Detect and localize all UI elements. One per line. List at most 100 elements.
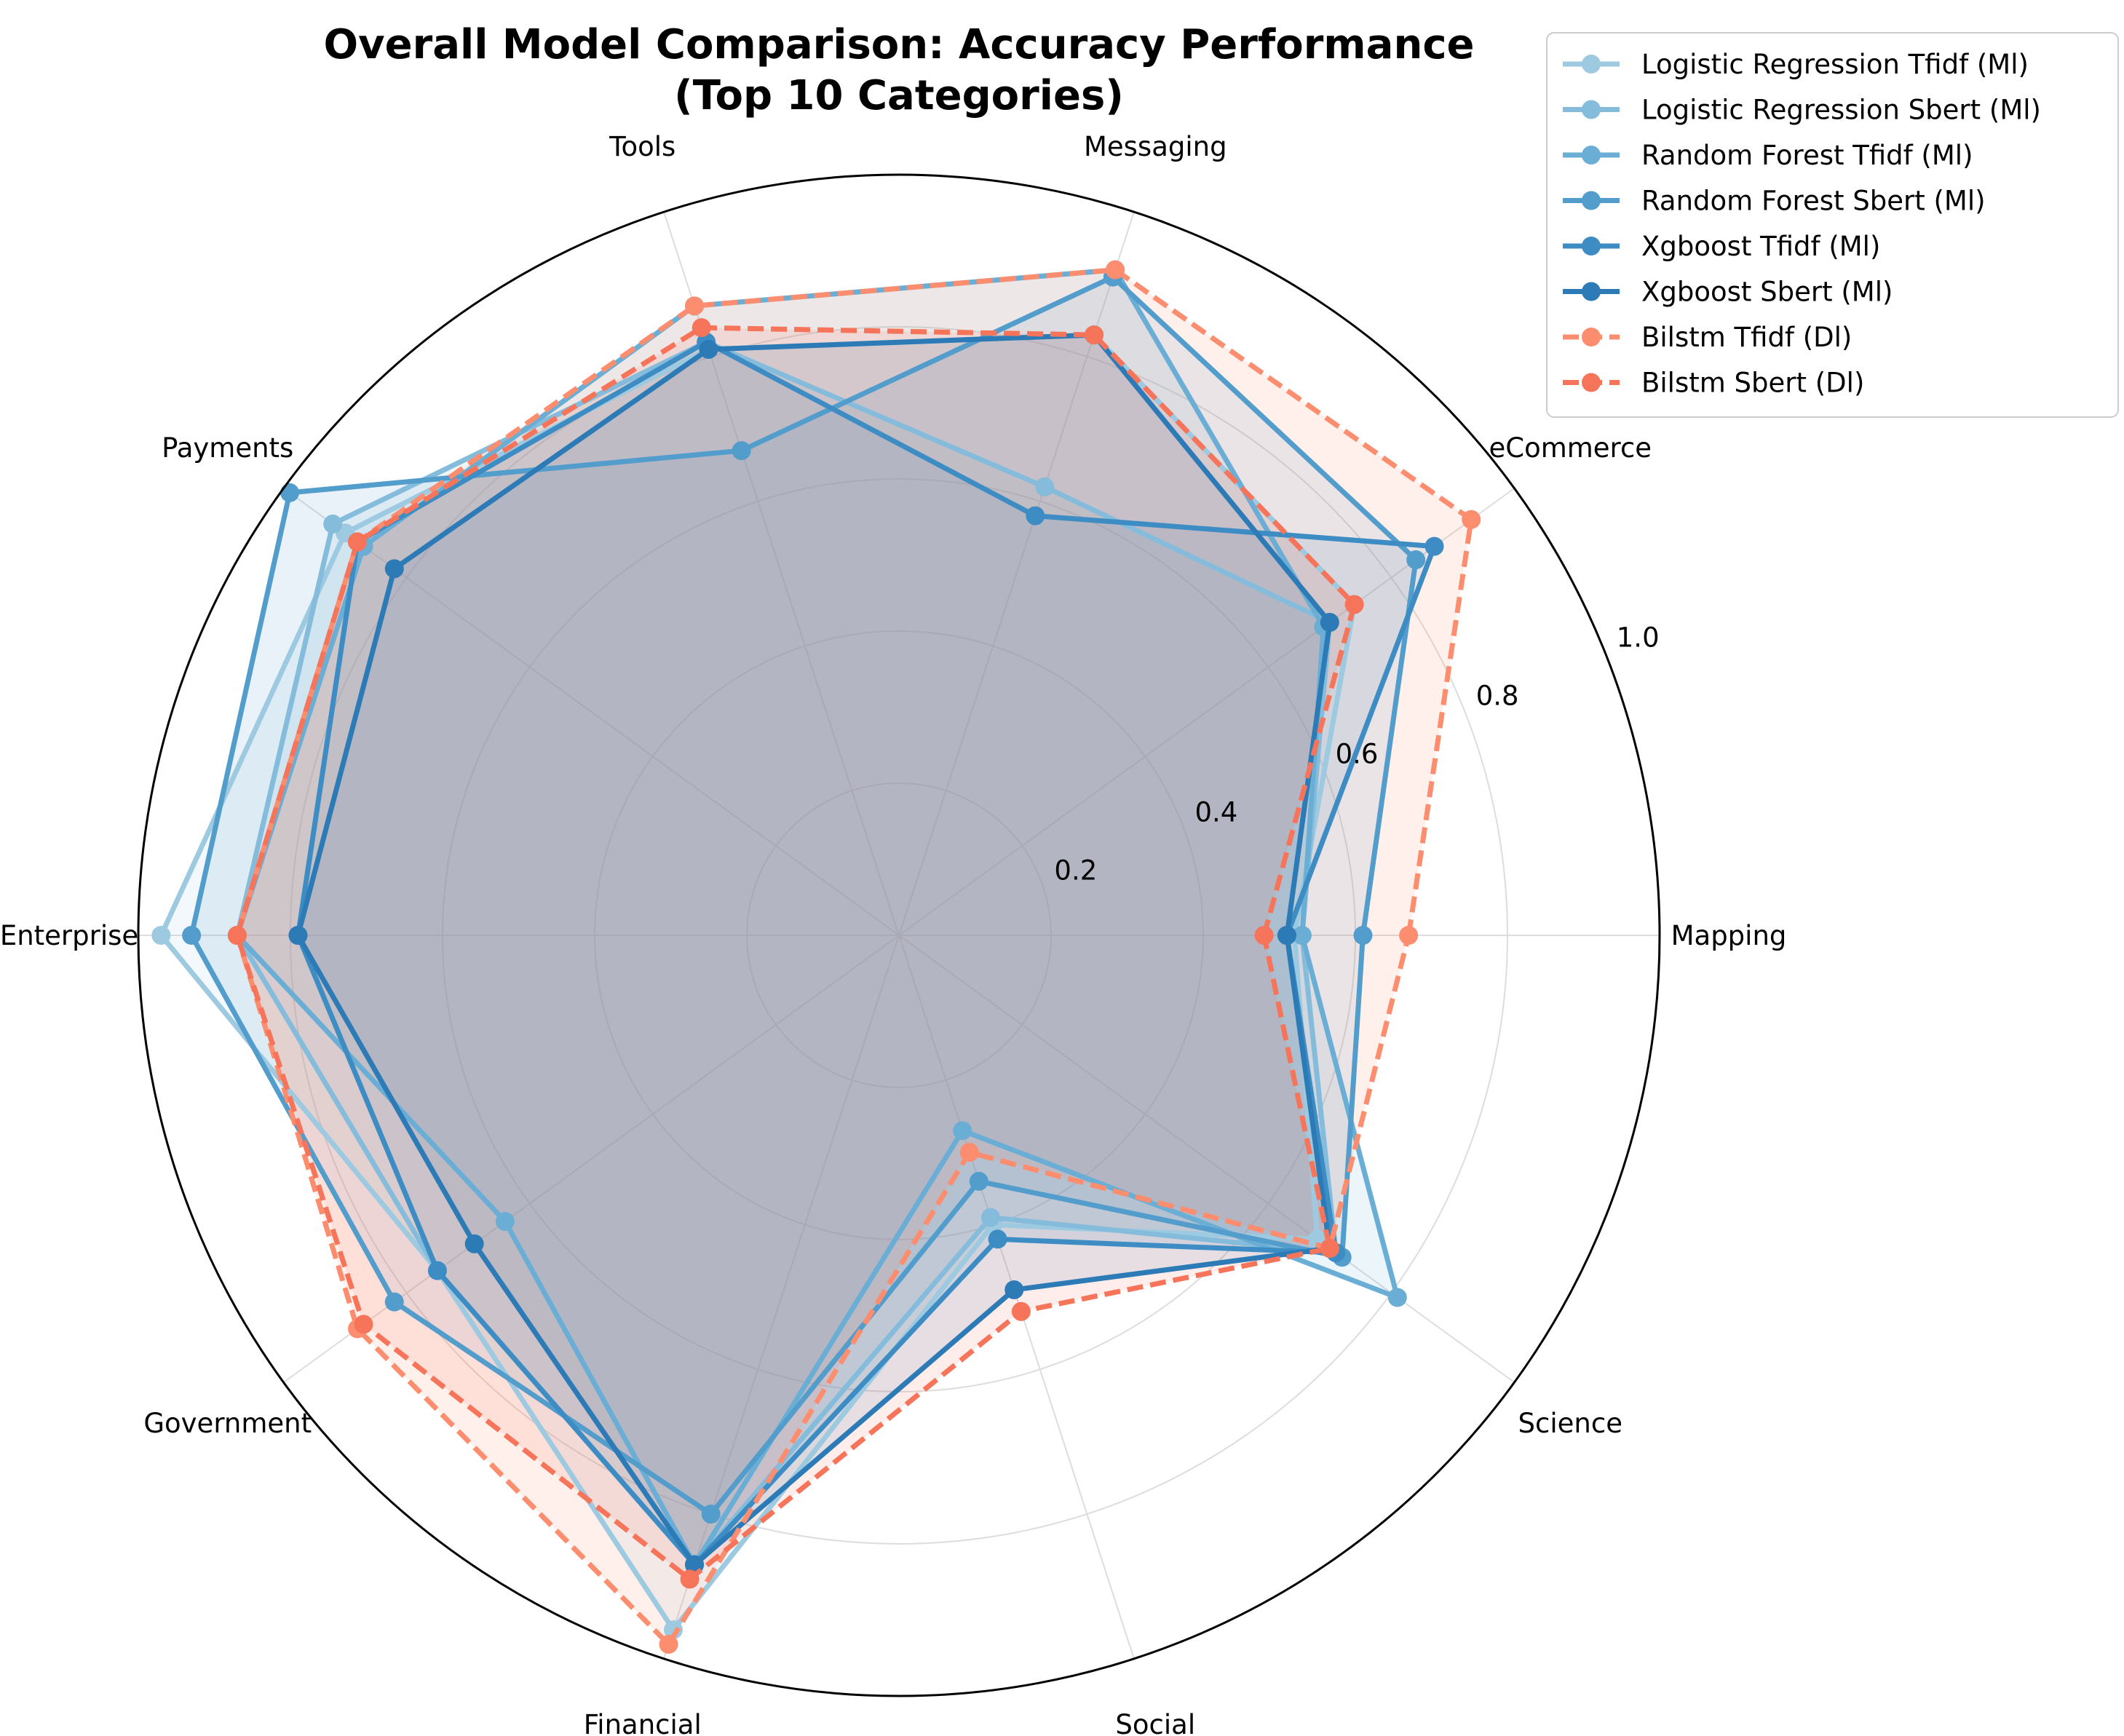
data-point	[427, 1261, 447, 1280]
data-point	[464, 1234, 484, 1253]
data-point	[701, 1505, 721, 1524]
category-label: Enterprise	[0, 920, 138, 951]
category-label: Financial	[584, 1709, 702, 1736]
data-point	[1353, 926, 1373, 945]
chart-title-line-1: Overall Model Comparison: Accuracy Perfo…	[324, 21, 1475, 68]
data-point	[1026, 506, 1045, 526]
data-point	[1004, 1280, 1024, 1299]
category-label: Messaging	[1084, 131, 1227, 162]
data-point	[1292, 926, 1312, 945]
radial-tick-label: 0.4	[1195, 797, 1238, 828]
series-fill	[298, 335, 1330, 1565]
legend-label: Bilstm Tfidf (Dl)	[1641, 322, 1852, 353]
data-point	[980, 1208, 1000, 1227]
legend-entry: Random Forest Sbert (Ml)	[1563, 186, 1986, 217]
grid-spoke	[282, 487, 900, 936]
data-point	[227, 926, 247, 945]
data-point	[151, 926, 171, 945]
category-labels: Mapping eCommerce Messaging Tools Payments En…	[0, 131, 1786, 1736]
data-point	[1035, 477, 1055, 496]
series-fill	[161, 335, 1355, 1630]
category-label: eCommerce	[1489, 432, 1652, 464]
data-point	[1424, 536, 1444, 556]
legend-entry: Xgboost Sbert (Ml)	[1563, 277, 1893, 308]
chart-title: Overall Model Comparison: Accuracy Perfo…	[324, 21, 1475, 119]
data-point	[969, 1171, 988, 1191]
legend-box	[1546, 32, 2119, 418]
data-point	[354, 1315, 373, 1334]
outer-frame	[137, 173, 1661, 1697]
data-point	[1320, 613, 1339, 633]
data-point	[384, 1292, 404, 1312]
legend-label: Xgboost Sbert (Ml)	[1641, 277, 1893, 308]
grid-spoke	[282, 935, 900, 1384]
series-line	[234, 325, 1358, 1582]
legend-entry: Bilstm Sbert (Dl)	[1563, 368, 1864, 399]
legend-label: Logistic Regression Sbert (Ml)	[1641, 95, 2041, 126]
data-point	[280, 483, 300, 502]
data-point	[663, 1620, 683, 1640]
legend-label: Logistic Regression Tfidf (Ml)	[1641, 49, 2029, 80]
series-fill	[237, 342, 1336, 1565]
series-fill	[237, 328, 1355, 1580]
legend: Logistic Regression Tfidf (Ml) Logistic R…	[1546, 32, 2119, 418]
category-label: Government	[143, 1408, 312, 1439]
data-point	[1399, 926, 1419, 945]
category-label: Social	[1115, 1709, 1195, 1736]
legend-marker	[1582, 282, 1601, 301]
data-point	[1106, 260, 1125, 280]
series-lines	[151, 260, 1481, 1654]
legend-marker	[1582, 100, 1601, 119]
data-point	[182, 926, 202, 945]
legend-entry: Logistic Regression Sbert (Ml)	[1563, 95, 2041, 126]
radial-tick-label: 0.2	[1054, 855, 1097, 887]
data-point	[1387, 1288, 1407, 1307]
data-point	[323, 514, 343, 534]
data-point	[1254, 926, 1274, 945]
data-point	[685, 296, 705, 316]
data-point	[1462, 510, 1481, 529]
legend-entry: Logistic Regression Tfidf (Ml)	[1563, 49, 2029, 80]
data-point	[1320, 1238, 1339, 1258]
radial-tick-labels: 0.2 0.4 0.6 0.8 1.0	[1054, 622, 1659, 887]
legend-entry: Bilstm Tfidf (Dl)	[1563, 322, 1852, 353]
legend-entry: Random Forest Tfidf (Ml)	[1563, 140, 1973, 171]
grid-spoke	[898, 935, 1515, 1384]
radial-tick-label: 0.6	[1336, 739, 1379, 770]
category-label: Payments	[162, 432, 293, 464]
legend-marker	[1582, 328, 1601, 346]
data-point	[1085, 325, 1104, 345]
legend-marker	[1582, 191, 1601, 210]
series-fill	[191, 277, 1416, 1515]
data-point	[1344, 595, 1364, 614]
legend-marker	[1582, 146, 1601, 165]
data-point	[384, 559, 404, 579]
data-point	[1011, 1301, 1031, 1321]
category-label: Tools	[609, 131, 675, 162]
legend-marker	[1582, 237, 1601, 255]
data-point	[1277, 926, 1296, 945]
series-fill	[237, 269, 1472, 1645]
grid-spoke	[663, 935, 900, 1660]
legend-label: Random Forest Tfidf (Ml)	[1641, 140, 1973, 171]
series-fill	[237, 269, 1398, 1565]
data-point	[659, 1634, 678, 1654]
data-point	[692, 318, 711, 338]
legend-entry: Xgboost Tfidf (Ml)	[1563, 231, 1880, 262]
data-point	[953, 1121, 972, 1141]
data-point	[959, 1143, 979, 1162]
data-point	[348, 532, 368, 552]
data-point	[699, 339, 718, 359]
radial-tick-label: 1.0	[1617, 622, 1660, 654]
data-point	[495, 1212, 515, 1232]
series-fills	[161, 269, 1472, 1645]
legend-label: Random Forest Sbert (Ml)	[1641, 186, 1986, 217]
category-label: Mapping	[1671, 920, 1787, 951]
chart-title-line-2: (Top 10 Categories)	[674, 72, 1124, 119]
legend-label: Xgboost Tfidf (Ml)	[1641, 231, 1880, 262]
data-point	[680, 1569, 700, 1589]
radial-tick-label: 0.8	[1476, 681, 1519, 712]
category-label: Science	[1518, 1408, 1622, 1439]
legend-label: Bilstm Sbert (Dl)	[1641, 368, 1864, 399]
